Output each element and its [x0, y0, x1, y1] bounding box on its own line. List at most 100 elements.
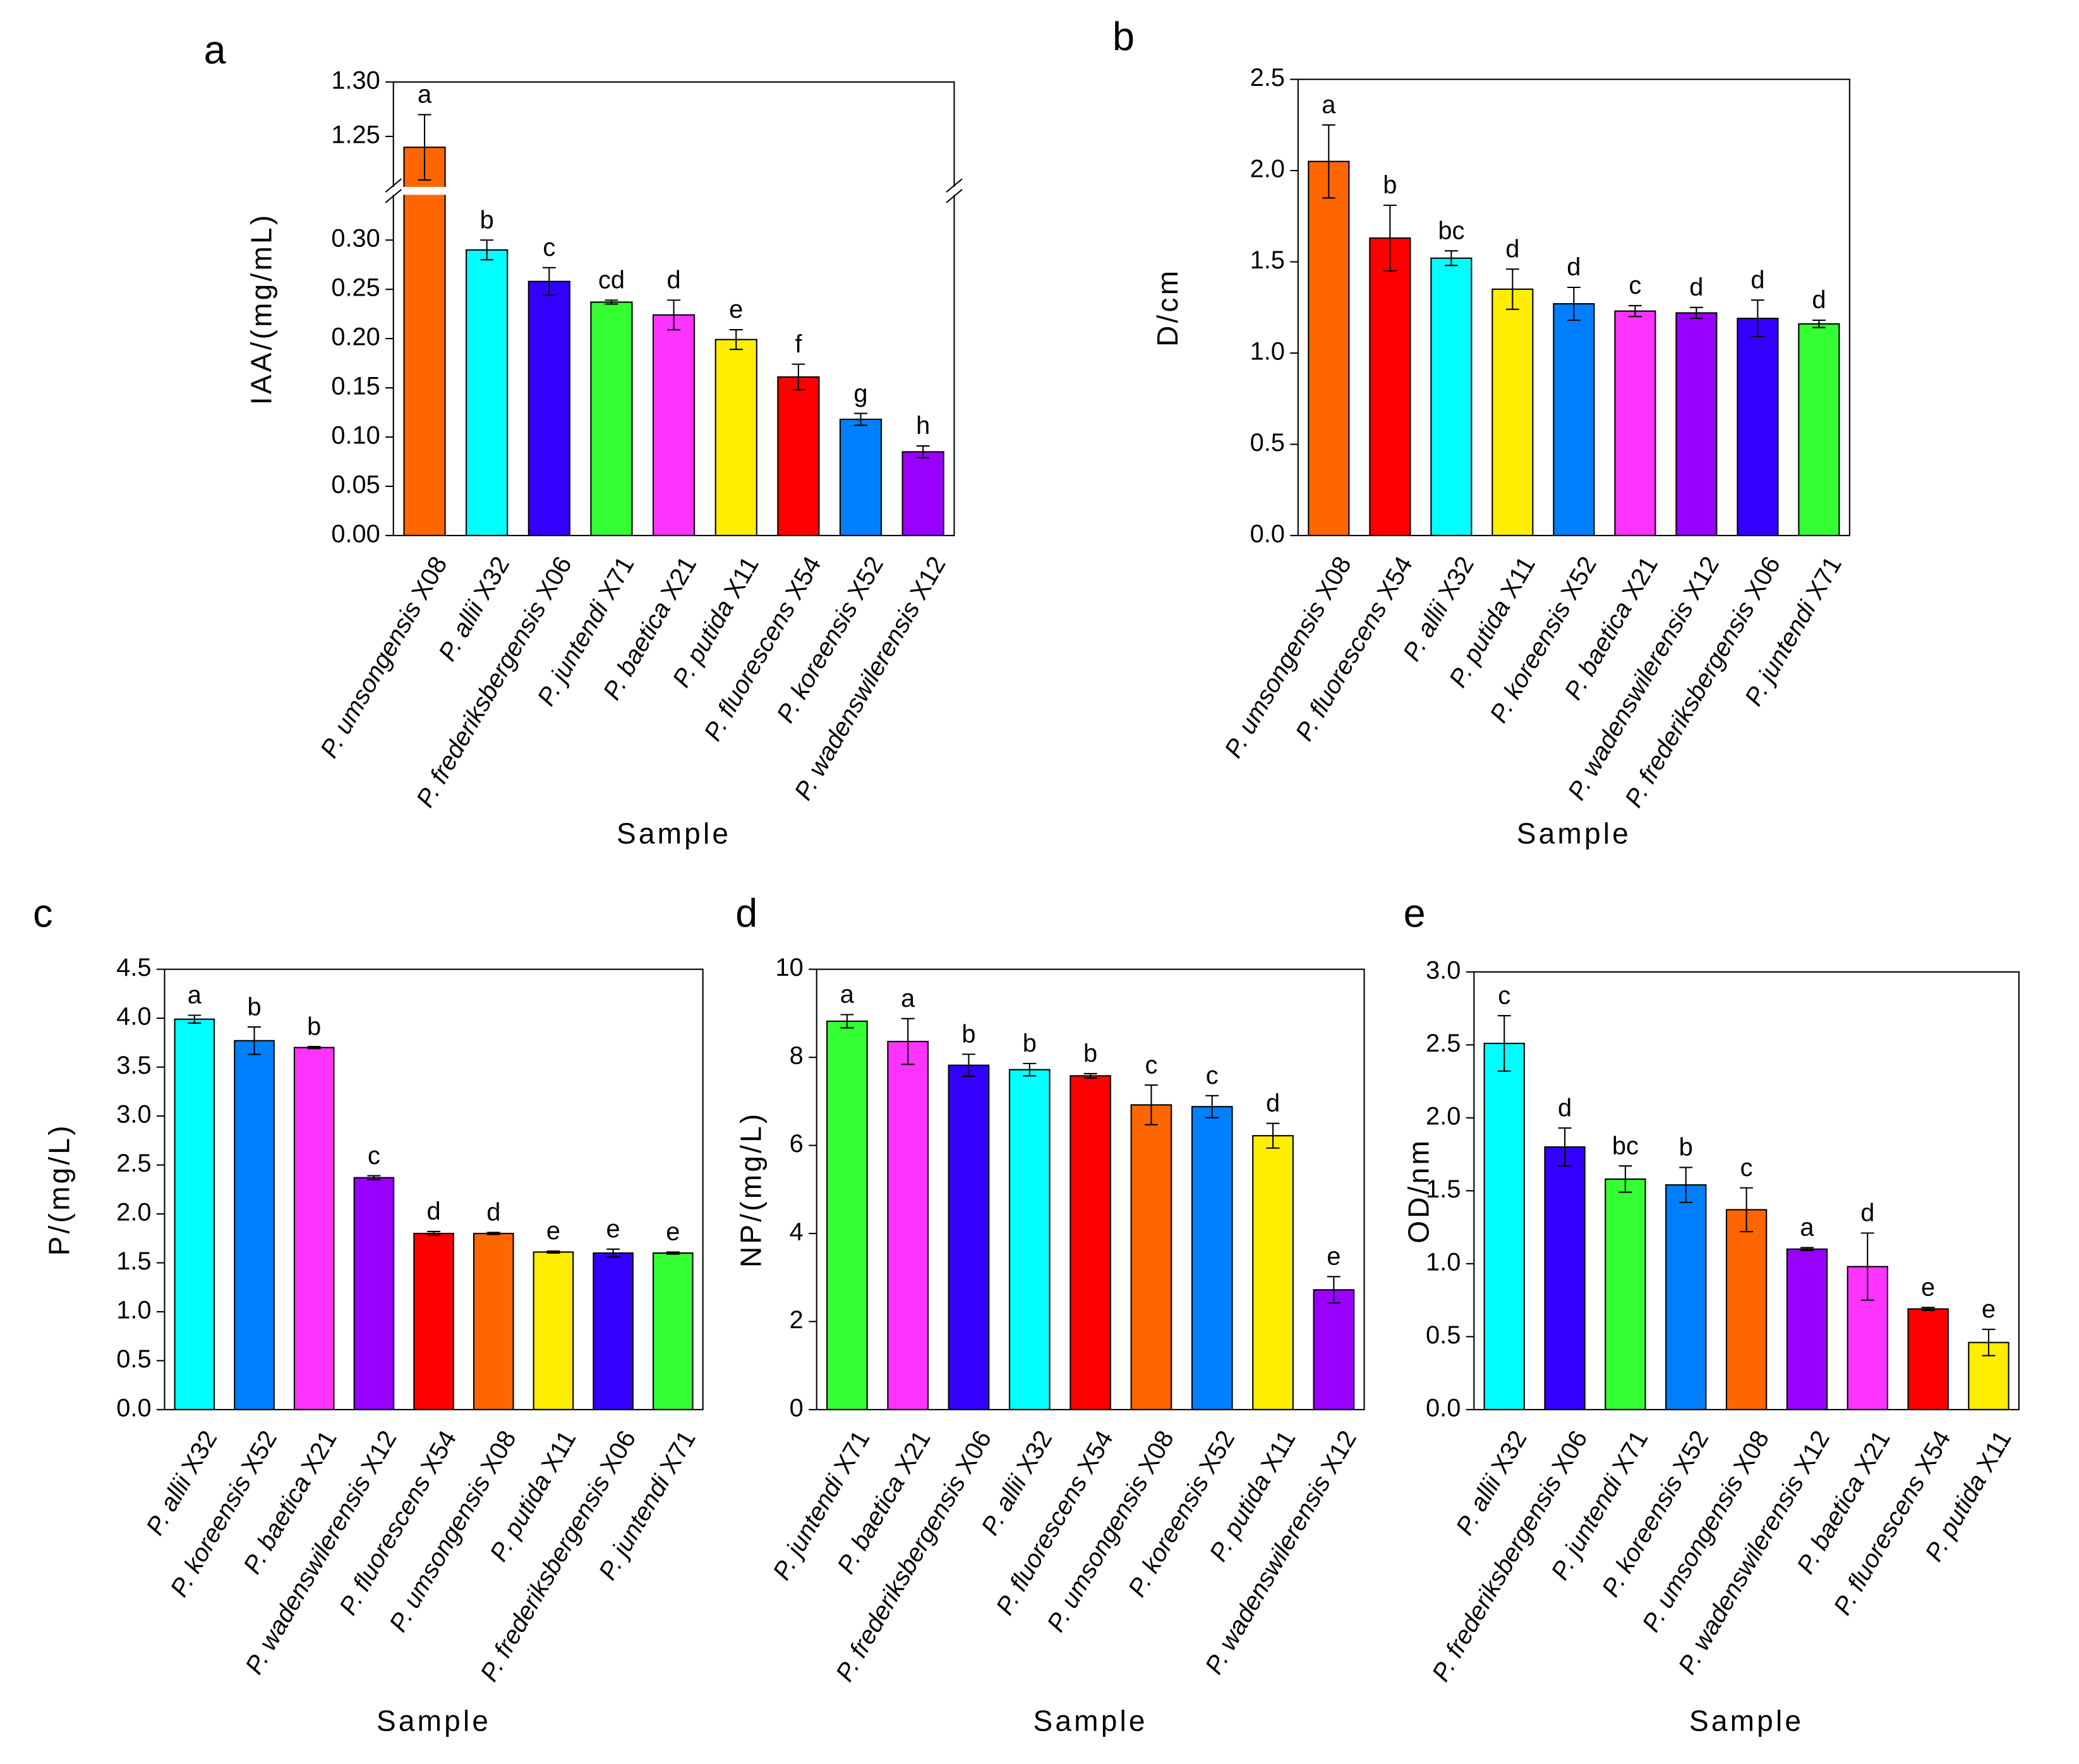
- error-bar: [1812, 319, 1826, 328]
- error-bar: [1751, 299, 1764, 338]
- bar: [652, 314, 696, 536]
- bar: [1605, 1178, 1646, 1410]
- error-bar: [1618, 1165, 1632, 1193]
- y-tick-label: 2.0: [1250, 155, 1285, 183]
- significance-letter: d: [1860, 1199, 1874, 1227]
- significance-letter: b: [480, 206, 494, 234]
- error-bar: [367, 1175, 381, 1180]
- error-bar: [480, 239, 494, 261]
- error-bar: [486, 1232, 500, 1235]
- bar: [353, 1177, 395, 1410]
- x-tick-label: P. umsongensis X08: [315, 552, 453, 762]
- error-bar: [1505, 268, 1519, 310]
- y-tick-label: 1.25: [331, 121, 380, 149]
- significance-letter: c: [368, 1142, 380, 1170]
- significance-letter: e: [546, 1217, 560, 1245]
- panel-label: d: [735, 892, 757, 936]
- axis-break-gap: [949, 186, 960, 195]
- bar: [293, 1047, 335, 1410]
- x-axis-label: Sample: [1517, 817, 1631, 849]
- axis-break-gap: [401, 186, 448, 195]
- bar: [1675, 312, 1718, 536]
- error-bar: [1383, 204, 1397, 272]
- plot-frame: [1297, 78, 1850, 536]
- significance-letter: e: [1921, 1273, 1935, 1301]
- y-tick-label: 1.5: [116, 1247, 151, 1275]
- error-bar: [1083, 1072, 1097, 1079]
- y-tick-label: 0.5: [116, 1345, 151, 1373]
- error-bar: [729, 328, 743, 351]
- error-bar: [916, 445, 930, 459]
- error-bar: [1679, 1167, 1693, 1203]
- bar: [1725, 1209, 1768, 1410]
- error-bar: [1860, 1232, 1874, 1301]
- significance-letter: b: [247, 993, 261, 1021]
- bar: [593, 1252, 634, 1410]
- error-bar: [1205, 1095, 1219, 1119]
- significance-letter: c: [1740, 1154, 1753, 1182]
- y-tick-label: 0.0: [1250, 520, 1285, 548]
- significance-letter: b: [307, 1012, 321, 1040]
- y-tick-label: 0: [790, 1394, 804, 1422]
- significance-letter: e: [1982, 1295, 1996, 1323]
- significance-letter: e: [1327, 1243, 1341, 1271]
- y-tick-label: 1.5: [1250, 246, 1285, 274]
- significance-letter: d: [1812, 286, 1826, 314]
- bar: [1737, 318, 1779, 536]
- error-bar: [1628, 304, 1642, 318]
- error-bar: [1689, 306, 1703, 320]
- bar: [1008, 1069, 1051, 1410]
- y-tick-label: 1.0: [1426, 1248, 1461, 1276]
- bar: [1553, 303, 1595, 536]
- y-tick-label: 1.5: [1426, 1175, 1461, 1203]
- bar: [653, 1252, 694, 1410]
- error-bar: [1444, 250, 1458, 267]
- significance-letter: e: [606, 1215, 620, 1243]
- bar: [234, 1040, 275, 1410]
- error-bar: [606, 1248, 620, 1258]
- error-bar: [1322, 124, 1335, 199]
- y-tick-label: 6: [790, 1130, 804, 1158]
- plot-frame: [392, 81, 955, 536]
- y-tick-label: 0.0: [116, 1394, 151, 1422]
- y-tick-label: 4: [790, 1218, 804, 1246]
- bar: [403, 147, 446, 536]
- y-tick-label: 3.0: [1426, 956, 1461, 984]
- significance-letter: c: [1629, 272, 1641, 299]
- error-bar: [1266, 1122, 1280, 1149]
- bar: [901, 451, 944, 536]
- significance-letter: d: [1266, 1089, 1280, 1117]
- significance-letter: d: [667, 266, 681, 294]
- y-tick-label: 0.30: [331, 225, 380, 253]
- y-tick-label: 1.30: [331, 66, 380, 94]
- bar: [1369, 237, 1411, 536]
- y-axis-label: OD/nm: [1402, 1138, 1435, 1244]
- significance-letter: h: [916, 412, 930, 440]
- error-bar: [1023, 1062, 1037, 1077]
- y-tick-label: 0.5: [1426, 1321, 1461, 1349]
- y-axis-label: NP/(mg/L): [734, 1112, 767, 1268]
- error-bar: [248, 1026, 262, 1055]
- y-tick-label: 2.0: [1426, 1102, 1461, 1130]
- significance-letter: cd: [598, 266, 625, 294]
- bar: [839, 418, 883, 536]
- bar: [1430, 257, 1473, 536]
- error-bar: [427, 1230, 441, 1237]
- y-tick-label: 0.10: [331, 422, 380, 450]
- error-bar: [605, 299, 618, 305]
- error-bar: [854, 412, 867, 426]
- y-tick-label: 0.0: [1426, 1394, 1461, 1422]
- significance-letter: a: [188, 981, 202, 1009]
- panel-label: c: [33, 892, 52, 936]
- significance-letter: b: [1383, 171, 1397, 199]
- plot-frame: [1473, 971, 2020, 1410]
- error-bar: [1921, 1307, 1935, 1311]
- error-bar: [792, 363, 805, 391]
- error-bar: [840, 1014, 854, 1029]
- significance-letter: a: [901, 985, 915, 1012]
- x-axis-label: Sample: [377, 1704, 491, 1737]
- error-bar: [1982, 1328, 1996, 1357]
- error-bar: [962, 1053, 975, 1077]
